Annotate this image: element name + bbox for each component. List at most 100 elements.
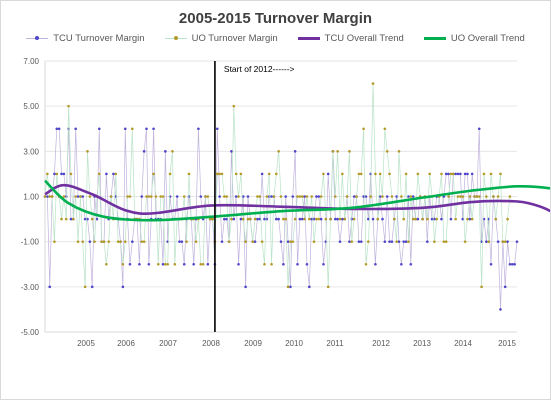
data-point-uo: [53, 240, 56, 243]
legend-label-tcu-trend: TCU Overall Trend: [324, 33, 404, 44]
data-point-tcu: [338, 240, 342, 243]
data-point-tcu: [277, 217, 280, 221]
data-point-uo: [487, 240, 490, 243]
data-point-tcu: [477, 127, 481, 131]
data-point-uo: [300, 195, 304, 198]
data-point-uo: [461, 195, 465, 198]
data-point-tcu: [485, 240, 488, 243]
data-point-uo: [357, 172, 361, 176]
data-point-tcu: [131, 240, 134, 243]
legend-item-tcu-margin: TCU Turnover Margin: [26, 33, 145, 44]
x-tick-label: 2013: [413, 339, 431, 348]
data-point-tcu: [142, 150, 146, 153]
data-point-uo: [123, 240, 127, 243]
data-point-uo: [260, 240, 264, 243]
data-point-tcu: [81, 195, 85, 198]
data-point-uo: [310, 195, 313, 198]
data-point-uo: [390, 195, 394, 198]
data-point-uo: [494, 217, 498, 221]
data-point-uo: [326, 285, 330, 289]
data-point-tcu: [241, 195, 245, 198]
x-tick-label: 2006: [117, 339, 135, 348]
data-point-tcu: [433, 217, 436, 221]
data-point-uo: [267, 172, 271, 176]
data-point-tcu: [215, 127, 219, 131]
data-point-tcu: [383, 240, 387, 243]
data-point-tcu: [152, 127, 155, 131]
x-tick-label: 2007: [159, 339, 177, 348]
data-point-uo: [305, 195, 309, 198]
data-point-tcu: [310, 217, 313, 221]
data-point-tcu: [199, 195, 203, 198]
start-2012-annotation: Start of 2012------>: [224, 64, 295, 74]
data-point-tcu: [444, 172, 448, 176]
data-point-uo: [225, 195, 229, 198]
data-point-uo: [109, 195, 113, 198]
data-point-uo: [265, 195, 269, 198]
y-tick-label: -5.00: [21, 328, 40, 337]
data-point-tcu: [223, 217, 226, 221]
data-point-uo: [277, 150, 280, 153]
data-point-uo: [324, 217, 328, 221]
legend-label-uo-trend: UO Overall Trend: [450, 33, 525, 44]
data-point-uo: [411, 217, 415, 221]
data-point-uo: [312, 240, 316, 243]
data-point-tcu: [456, 172, 460, 176]
data-point-uo: [256, 195, 259, 198]
data-point-uo: [147, 195, 151, 198]
data-point-uo: [201, 262, 205, 266]
data-point-uo: [381, 195, 384, 198]
data-point-tcu: [317, 195, 321, 198]
data-point-uo: [409, 195, 413, 198]
data-point-uo: [345, 195, 349, 198]
data-point-tcu: [180, 240, 184, 243]
y-tick-label: 3.00: [23, 147, 39, 156]
legend-item-uo-margin: UO Turnover Margin: [164, 33, 278, 44]
data-point-uo: [237, 195, 240, 198]
data-point-tcu: [489, 262, 493, 266]
data-point-uo: [211, 217, 214, 221]
data-point-uo: [501, 240, 505, 243]
data-point-tcu: [369, 172, 372, 176]
data-point-tcu: [315, 195, 318, 198]
data-point-uo: [428, 172, 431, 176]
data-point-uo: [433, 240, 436, 243]
data-point-tcu: [182, 262, 186, 266]
data-point-uo: [466, 217, 469, 221]
data-point-uo: [258, 195, 262, 198]
data-point-uo: [442, 240, 446, 243]
data-point-uo: [367, 240, 370, 243]
data-point-uo: [350, 240, 354, 243]
data-point-uo: [404, 172, 408, 176]
data-point-uo: [154, 195, 158, 198]
series-line-uo-margin: [44, 83, 511, 287]
legend-swatch-uo-margin: [164, 36, 187, 40]
data-point-uo: [86, 150, 89, 153]
data-point-uo: [378, 172, 382, 176]
data-point-uo: [426, 217, 429, 221]
data-point-uo: [79, 195, 82, 198]
data-point-tcu: [411, 195, 415, 198]
data-point-tcu: [270, 195, 273, 198]
data-point-tcu: [55, 127, 59, 131]
data-point-uo: [348, 150, 351, 153]
data-point-uo: [482, 172, 486, 176]
data-point-uo: [206, 195, 210, 198]
data-point-uo: [142, 240, 146, 243]
data-point-uo: [392, 217, 396, 221]
data-point-uo: [128, 195, 132, 198]
data-point-tcu: [95, 217, 99, 221]
data-point-uo: [480, 285, 483, 289]
data-point-tcu: [69, 217, 73, 221]
data-point-uo: [251, 240, 254, 243]
data-point-uo: [223, 195, 226, 198]
data-point-uo: [55, 172, 59, 176]
data-point-tcu: [234, 195, 238, 198]
data-point-tcu: [461, 217, 465, 221]
data-point-uo: [444, 240, 448, 243]
data-point-tcu: [178, 240, 181, 243]
data-point-uo: [187, 172, 191, 176]
data-point-tcu: [145, 127, 148, 131]
data-point-uo: [298, 195, 302, 198]
data-point-tcu: [362, 195, 365, 198]
